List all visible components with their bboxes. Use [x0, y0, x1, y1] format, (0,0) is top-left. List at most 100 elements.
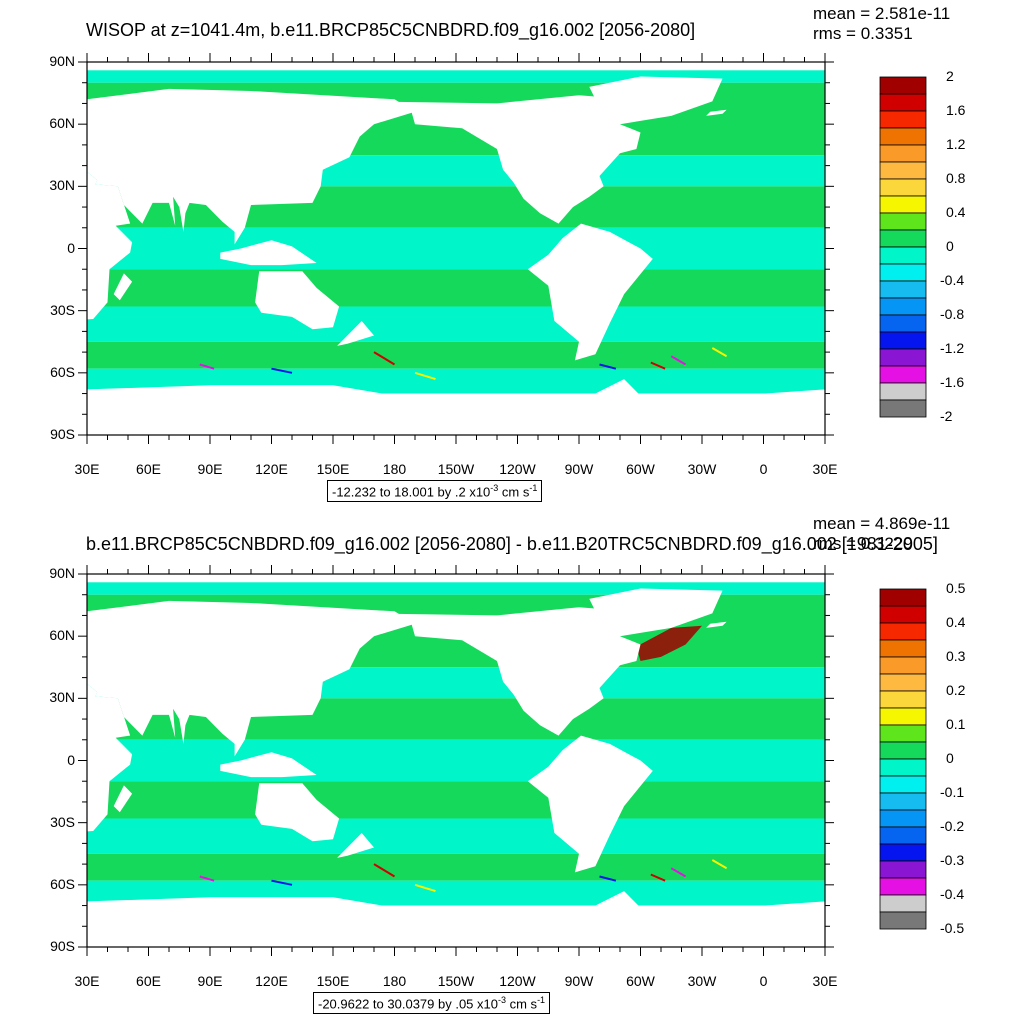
eddy-streak-0 [373, 863, 396, 878]
eddy-streak-7 [199, 363, 215, 370]
colorbar-label: -0.4 [940, 886, 965, 902]
colorbar-box [879, 673, 927, 692]
colorbar-box [879, 127, 927, 146]
colorbar-label: -0.3 [940, 852, 965, 868]
colorbar-box [879, 76, 927, 95]
eddy-streak-4 [650, 873, 666, 882]
land-uk [13, 128, 26, 145]
x-tick-label: 0 [759, 461, 768, 477]
eddy-streak-3 [670, 355, 687, 366]
ocean-band-6 [87, 269, 825, 307]
colorbar-label: 0.4 [946, 204, 966, 220]
eddy-streak-7 [199, 875, 215, 882]
y-tick-label: 30N [49, 689, 75, 706]
colorbar-label: -1.2 [940, 340, 965, 356]
eddy-streak-5 [599, 363, 617, 370]
colorbar-label: 0.8 [946, 170, 966, 186]
colorbar-box [879, 588, 927, 607]
colorbar-label: 0.5 [946, 580, 966, 596]
colorbar-box [879, 605, 927, 624]
land-eurasia [5, 600, 415, 757]
colorbar-box [879, 263, 927, 282]
map-plot [5, 53, 927, 444]
panel-top: WISOP at z=1041.4m, b.e11.BRCP85C5CNBDRD… [5, 4, 966, 503]
x-tick-label: 30E [74, 973, 100, 989]
y-tick-label: 60S [50, 875, 75, 892]
land-indonesia [220, 752, 317, 778]
colorbar-label: -0.8 [940, 306, 965, 322]
colorbar-box [879, 707, 927, 726]
x-tick-label: 60E [136, 461, 161, 477]
colorbar [879, 588, 927, 930]
y-tick-label: 90S [50, 426, 75, 442]
range-unit-exponent: -1 [529, 483, 538, 493]
colorbar-box [879, 656, 927, 675]
ocean-band-7 [87, 306, 825, 342]
land-japan [292, 153, 321, 183]
range-exponent: -3 [490, 483, 499, 493]
colorbar-box [879, 229, 927, 248]
x-tick-label: 90E [197, 461, 223, 477]
y-tick-label: 30S [50, 813, 75, 830]
x-tick-label: 30E [812, 973, 838, 989]
y-tick-label: 60N [49, 627, 75, 644]
land-new-zealand [337, 321, 374, 346]
axis-ticks [78, 565, 834, 956]
colorbar-box [879, 161, 927, 180]
range-unit: cm s [506, 996, 538, 1012]
rms-label: rms = 0.3351 [813, 24, 913, 43]
land-eurasia [5, 88, 415, 245]
eddy-streak-2 [414, 371, 436, 381]
colorbar-label: 0.4 [946, 614, 966, 630]
colorbar-label: 0.2 [946, 682, 966, 698]
colorbar-box [879, 758, 927, 777]
colorbar-box [879, 775, 927, 794]
y-tick-label: 30S [50, 301, 75, 318]
colorbar-box [879, 639, 927, 658]
land-uk [13, 640, 26, 657]
x-tick-label: 120E [255, 461, 288, 477]
colorbar-box [879, 911, 927, 930]
colorbar-label: -0.4 [940, 272, 965, 288]
colorbar-label: -2 [940, 408, 953, 424]
ocean-band-5 [87, 227, 825, 270]
land-iceland [706, 621, 727, 628]
x-tick-label: 150E [316, 973, 350, 989]
x-tick-label: 30E [812, 461, 838, 477]
eddy-streak-6 [711, 347, 728, 358]
colorbar-box [879, 110, 927, 129]
y-tick-label: 60N [49, 115, 75, 132]
mean-label: mean = 4.869e-11 [813, 514, 951, 533]
panel-bottom: b.e11.BRCP85C5CNBDRD.f09_g16.002 [2056-2… [0, 512, 1024, 1024]
colorbar-box [879, 860, 927, 879]
colorbar-label: -0.2 [940, 818, 965, 834]
colorbar-box [879, 246, 927, 265]
colorbar [879, 76, 927, 418]
chart-title: b.e11.BRCP85C5CNBDRD.f09_g16.002 [2056-2… [86, 534, 938, 554]
ocean-band-6 [87, 781, 825, 819]
land-south-america [527, 223, 653, 361]
colorbar-box [879, 144, 927, 163]
x-tick-label: 60W [626, 973, 655, 989]
eddy-streak-3 [670, 867, 687, 878]
colorbar-label: 1.6 [946, 102, 966, 118]
x-tick-label: 120W [499, 461, 536, 477]
eddy-streak-6 [711, 859, 728, 870]
eddy-streak-0 [373, 351, 396, 366]
x-tick-label: 60W [626, 461, 655, 477]
land-australia [255, 783, 340, 842]
colorbar-box [879, 724, 927, 743]
ocean-band-0 [87, 62, 825, 71]
land-south-america [527, 735, 653, 873]
colorbar-box [879, 365, 927, 384]
land-north-america [369, 95, 641, 224]
range-unit-exponent: -1 [537, 995, 546, 1005]
land-masks [0, 588, 825, 947]
eddy-streak-5 [599, 875, 617, 882]
colorbar-label: 0.1 [946, 716, 966, 732]
mean-label: mean = 2.581e-11 [813, 4, 951, 23]
contour-range-box: -12.232 to 18.001 by .2 x10-3 cm s-1 [327, 480, 543, 503]
range-text: -20.9622 to 30.0379 by .05 x10 [318, 996, 498, 1012]
ocean-band-8 [87, 853, 825, 881]
colorbar-label: 2 [946, 68, 954, 84]
